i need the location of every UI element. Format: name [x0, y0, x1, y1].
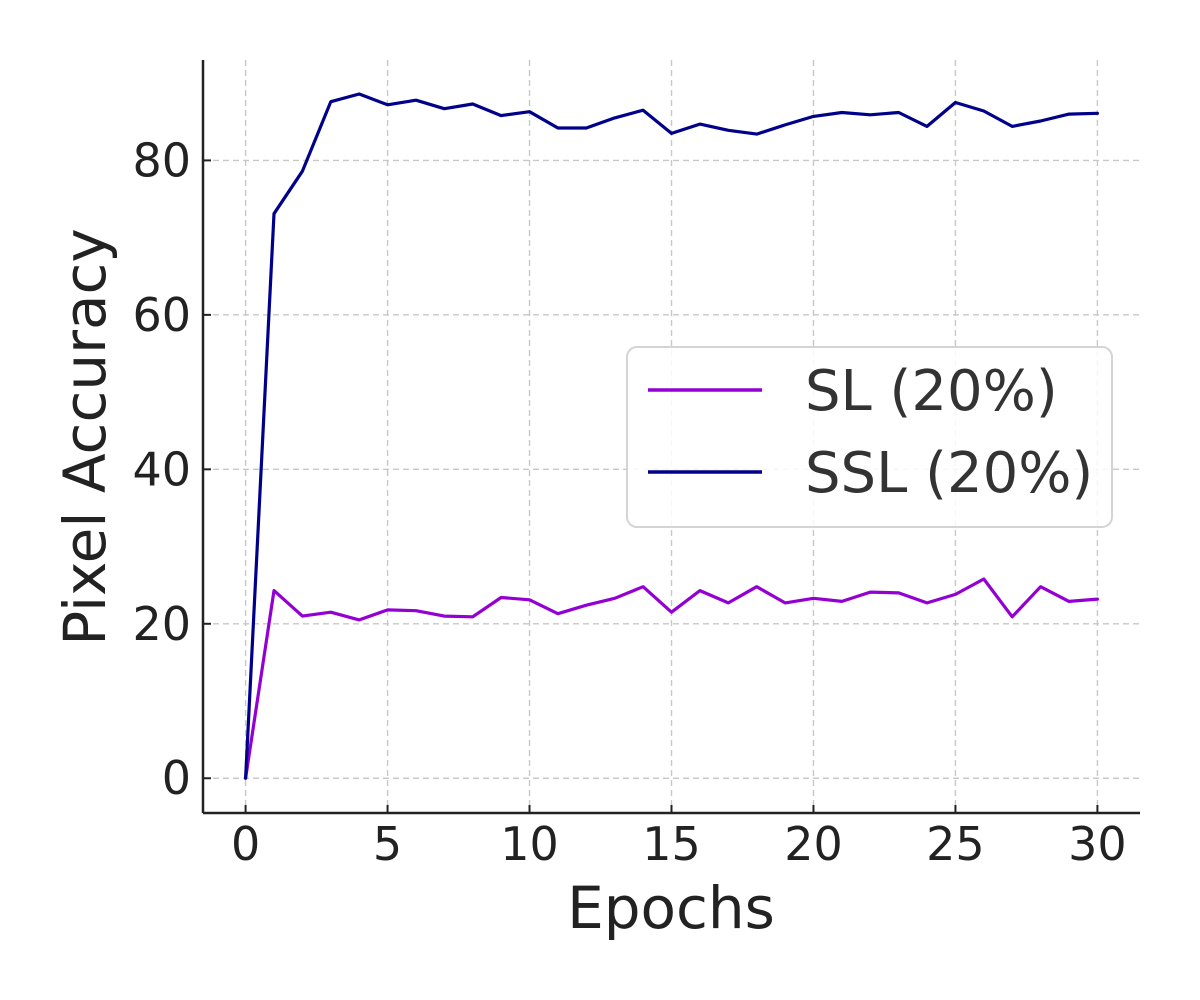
series-lines — [244, 92, 1100, 780]
x-tick-label-5: 5 — [373, 817, 402, 871]
x-tick-label-0: 0 — [231, 817, 260, 871]
legend-label-sl: SL (20%) — [805, 359, 1058, 424]
y-tick-label-40: 40 — [132, 442, 191, 496]
tick-labels: 0 5 10 15 20 25 30 0 20 40 60 80 — [132, 133, 1126, 871]
series-line-ssl — [244, 92, 1100, 780]
x-tick-label-15: 15 — [642, 817, 701, 871]
y-tick-label-80: 80 — [132, 133, 191, 187]
x-tick-label-20: 20 — [784, 817, 843, 871]
axes — [201, 60, 1140, 815]
legend: SL (20%) SSL (20%) — [626, 346, 1113, 528]
legend-label-ssl: SSL (20%) — [805, 441, 1093, 506]
y-axis-label: Pixel Accuracy — [51, 228, 119, 645]
x-axis-label: Epochs — [567, 874, 775, 942]
legend-box — [626, 346, 1113, 528]
x-tick-label-10: 10 — [500, 817, 559, 871]
y-tick-label-0: 0 — [162, 751, 191, 805]
series-line-sl — [244, 577, 1100, 780]
y-tick-label-20: 20 — [132, 597, 191, 651]
y-tick-label-60: 60 — [132, 288, 191, 342]
x-tick-label-30: 30 — [1068, 817, 1127, 871]
x-tick-label-25: 25 — [926, 817, 985, 871]
